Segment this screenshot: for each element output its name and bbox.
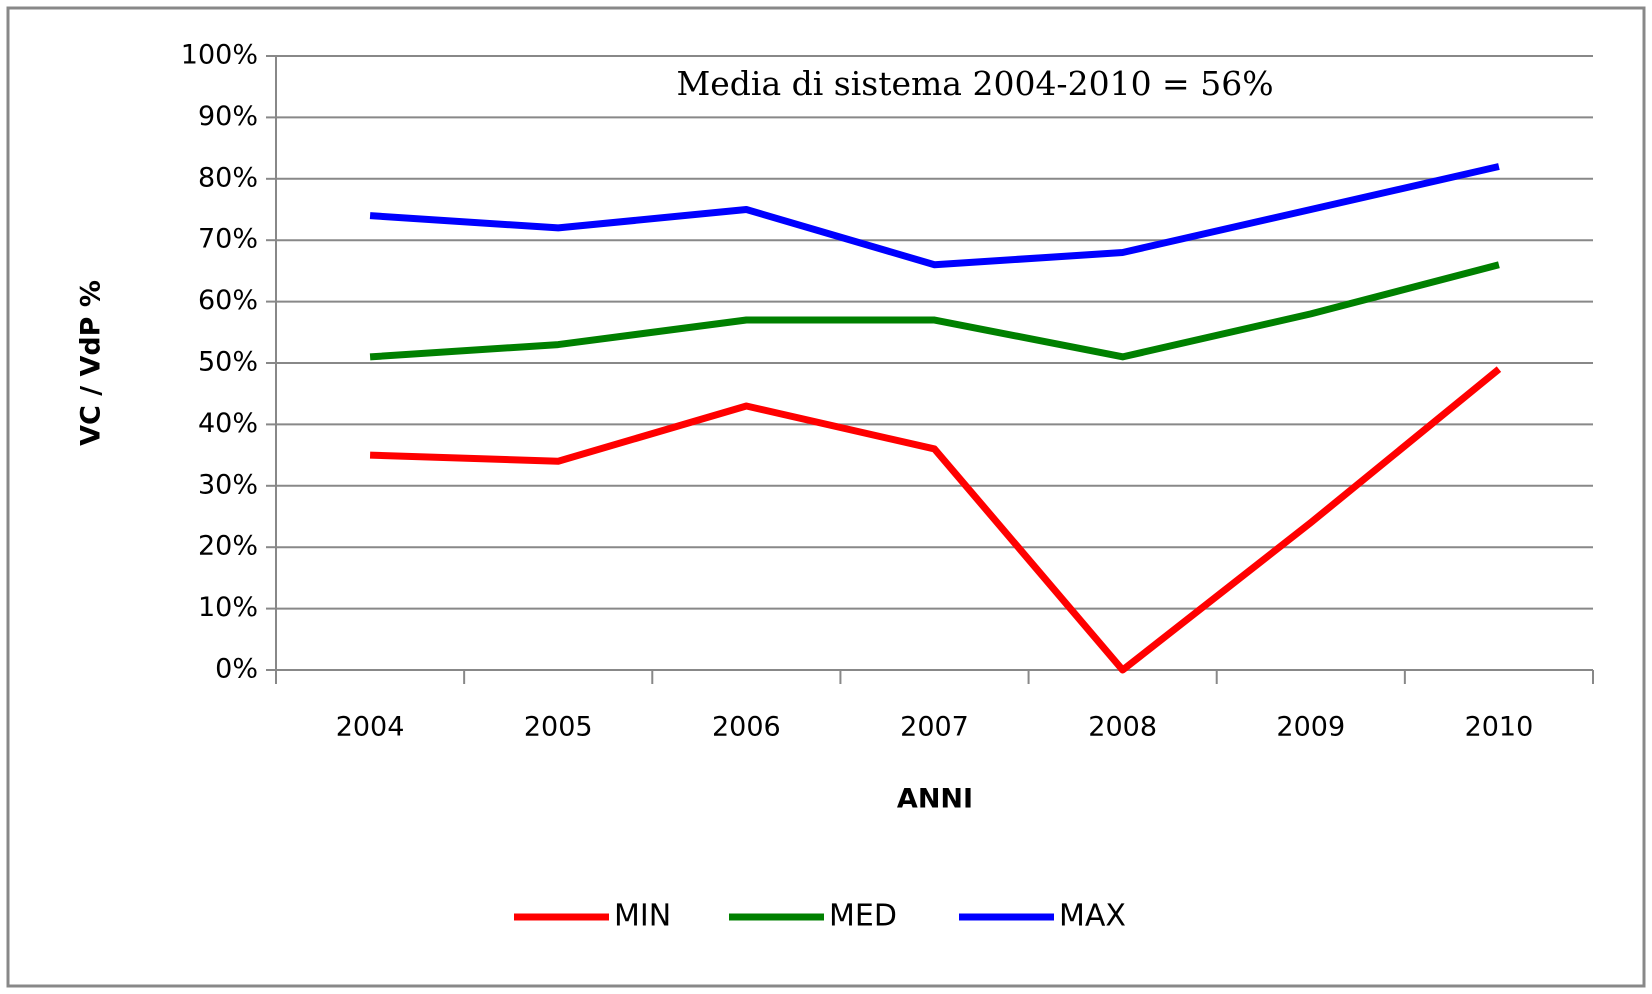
y-tick-label: 80% <box>198 162 258 193</box>
y-tick-label: 10% <box>198 592 258 623</box>
y-tick-label: 40% <box>198 408 258 439</box>
legend-label: MAX <box>1059 899 1126 934</box>
legend-label: MED <box>829 899 897 934</box>
series-line <box>369 163 1500 269</box>
y-axis-label: VC / VdP % <box>76 280 107 446</box>
x-tick-label: 2005 <box>524 712 593 743</box>
y-tick-label: 90% <box>198 101 258 132</box>
y-tick-label: 70% <box>198 224 258 255</box>
x-tick-label: 2007 <box>900 712 969 743</box>
chart-border <box>6 6 1646 988</box>
x-axis-label: ANNI <box>897 784 973 815</box>
series-line <box>369 261 1500 361</box>
y-tick-label: 50% <box>198 347 258 378</box>
y-tick-label: 60% <box>198 285 258 316</box>
x-tick-label: 2008 <box>1088 712 1157 743</box>
legend-label: MIN <box>614 899 671 934</box>
annotation: Media di sistema 2004-2010 = 56% <box>676 64 1273 103</box>
y-tick-label: 100% <box>181 40 258 71</box>
y-tick-label: 20% <box>198 531 258 562</box>
series-line <box>369 366 1502 674</box>
x-tick-label: 2010 <box>1465 712 1534 743</box>
x-tick-label: 2009 <box>1276 712 1345 743</box>
y-tick-label: 30% <box>198 469 258 500</box>
y-tick-label: 0% <box>215 654 258 685</box>
x-tick-label: 2006 <box>712 712 781 743</box>
x-tick-label: 2004 <box>336 712 405 743</box>
